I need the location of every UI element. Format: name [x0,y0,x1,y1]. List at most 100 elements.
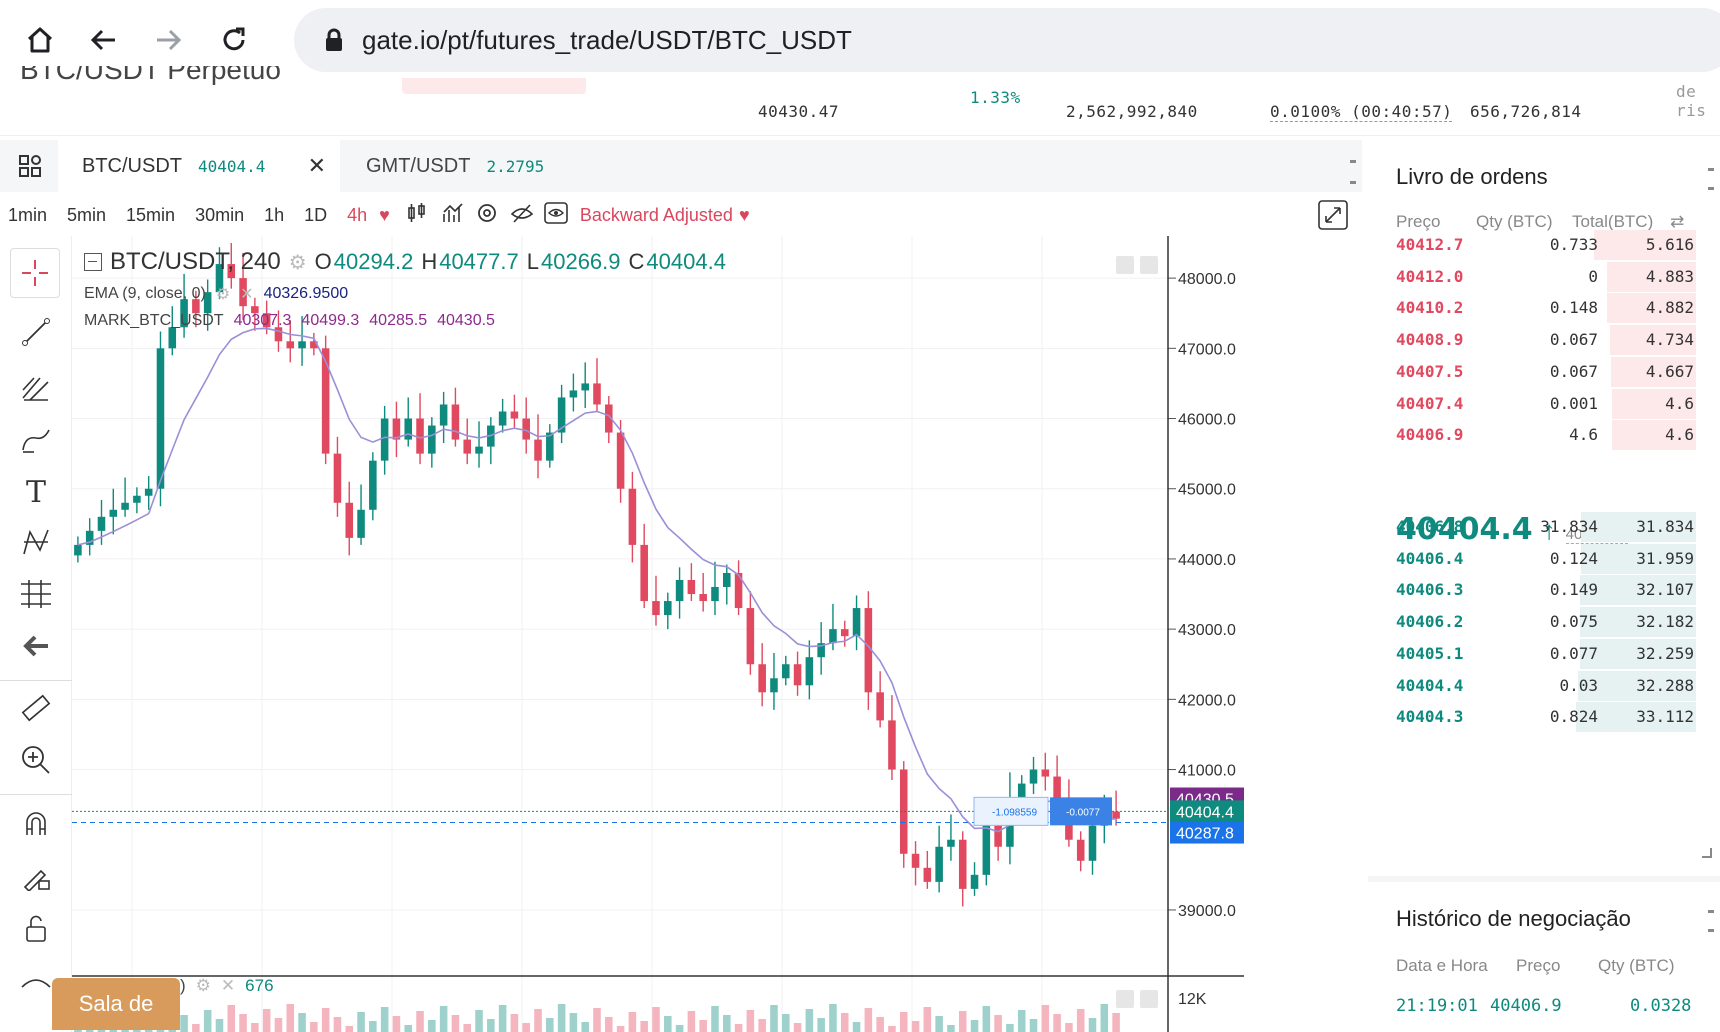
address-bar[interactable]: gate.io/pt/futures_trade/USDT/BTC_USDT [294,8,1720,72]
candle-body[interactable] [746,608,755,665]
candle-body[interactable] [1088,825,1097,861]
order-book-menu-icon[interactable] [1708,168,1714,190]
candle-body[interactable] [840,629,849,637]
candle-body[interactable] [168,327,177,349]
candle-body[interactable] [192,299,200,314]
close-icon[interactable]: ✕ [307,153,326,178]
candle-body[interactable] [876,692,884,721]
fib-tool-icon[interactable] [14,366,58,410]
candle-body[interactable] [97,516,106,531]
candle-body[interactable] [522,418,530,440]
position-box[interactable] [973,796,1049,826]
candle-body[interactable] [156,348,165,489]
pane-control-icon[interactable] [1140,990,1158,1008]
candle-body[interactable] [475,446,483,454]
candle-body[interactable] [180,299,188,328]
pane-control-icon[interactable] [1116,990,1134,1008]
crosshair-tool-icon[interactable] [10,248,60,298]
collapse-legend-icon[interactable] [84,253,102,271]
candle-body[interactable] [664,601,672,616]
candle-body[interactable] [298,341,306,349]
interval-15min[interactable]: 15min [126,204,176,225]
volume-remove-icon[interactable]: ✕ [220,976,236,995]
candle-body[interactable] [781,664,790,679]
candle-body[interactable] [923,867,932,882]
candle-body[interactable] [699,594,707,602]
home-icon[interactable] [18,18,62,62]
candle-body[interactable] [994,825,1002,847]
candle-body[interactable] [605,404,613,433]
pane-control-icon[interactable] [1116,256,1134,274]
interval-5min[interactable]: 5min [67,204,107,225]
brush-tool-icon[interactable] [14,418,58,462]
candle-body[interactable] [723,572,731,588]
candle-body[interactable] [1076,839,1085,861]
bid-row[interactable]: 40406.8 31.834 31.834 [1396,510,1708,544]
ema-settings-icon[interactable]: ⚙ [215,286,231,303]
interval-1d[interactable]: 1D [304,204,328,225]
tab-btc-usdt[interactable]: BTC/USDT 40404.4 ✕ [58,140,340,192]
candle-body[interactable] [227,264,236,279]
candle-body[interactable] [1041,769,1050,777]
candlestick-chart[interactable]: 48000.0 47000.0 46000.0 45000.0 44000.0 43000… [72,236,1252,1032]
candle-body[interactable] [498,411,507,426]
ask-row[interactable]: 40408.9 0.067 4.734 [1396,323,1708,357]
candle-body[interactable] [734,572,743,609]
bid-row[interactable]: 40406.2 0.075 32.182 [1396,605,1708,639]
candle-body[interactable] [805,657,814,686]
reload-icon[interactable] [212,18,256,62]
candle-body[interactable] [557,397,566,433]
candle-body[interactable] [970,874,979,889]
zoom-in-icon[interactable] [14,738,58,782]
interval-1h[interactable]: 1h [264,204,285,225]
layout-icon[interactable] [12,140,48,192]
candle-body[interactable] [310,341,318,349]
pattern-tool-icon[interactable] [14,520,58,564]
interval-4h[interactable]: 4h [347,204,368,225]
forward-icon[interactable] [146,18,190,62]
candle-body[interactable] [121,502,129,510]
bid-row[interactable]: 40404.3 0.824 33.112 [1396,700,1708,734]
settings-icon[interactable] [476,202,498,229]
candle-body[interactable] [899,769,908,854]
candle-body[interactable] [239,278,247,307]
position-box[interactable] [1050,797,1112,826]
ask-row[interactable]: 40412.7 0.733 5.616 [1396,228,1708,262]
unlock-icon[interactable] [14,906,58,950]
candle-body[interactable] [534,439,542,461]
candle-body[interactable] [1053,776,1061,805]
heart-icon[interactable]: ♥ [379,204,390,225]
candle-body[interactable] [416,418,424,454]
candle-body[interactable] [144,488,153,496]
text-tool-icon[interactable]: T [25,474,46,510]
candle-body[interactable] [286,341,295,349]
candle-body[interactable] [85,530,94,545]
candle-body[interactable] [345,502,354,538]
candle-body[interactable] [640,544,648,602]
pane-control-icon[interactable] [1140,256,1158,274]
candle-body[interactable] [404,418,413,440]
candle-body[interactable] [74,544,82,556]
candle-body[interactable] [546,432,554,461]
candle-body[interactable] [463,439,471,454]
candle-body[interactable] [864,608,873,693]
candle-body[interactable] [203,292,212,314]
chat-room-button[interactable]: Sala de [52,978,180,1030]
candle-body[interactable] [428,425,436,454]
candle-body[interactable] [1017,783,1026,798]
candle-body[interactable] [958,839,967,889]
candle-body[interactable] [616,432,625,489]
candle-body[interactable] [109,509,118,517]
ruler-icon[interactable] [14,686,58,730]
candle-body[interactable] [262,313,271,328]
candle-body[interactable] [1029,769,1038,784]
backward-adjusted-toggle[interactable]: Backward Adjusted [579,204,733,225]
resize-corner-icon[interactable] [1702,848,1712,858]
legend-settings-icon[interactable]: ⚙ [288,251,307,274]
candle-body[interactable] [817,643,825,658]
funding-rate[interactable]: 0.0100% (00:40:57) [1270,102,1453,122]
candle-body[interactable] [510,411,519,419]
trend-line-icon[interactable] [14,310,58,354]
swap-icon[interactable]: ⇄ [1670,212,1685,231]
lock-drawing-icon[interactable] [14,854,58,898]
